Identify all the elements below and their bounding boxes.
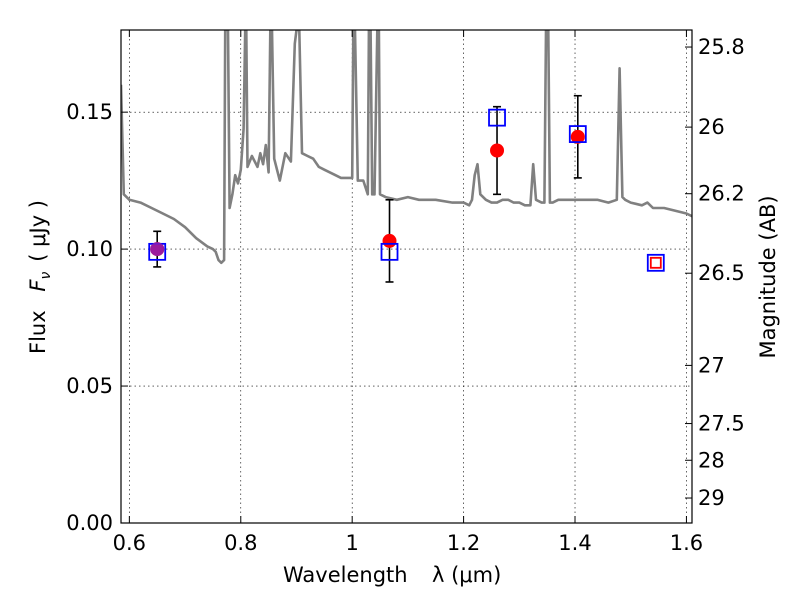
x-axis-symbol: λ (μm)	[432, 563, 501, 587]
y-tick-label: 0.10	[66, 237, 113, 261]
model-spectrum-line	[121, 30, 692, 265]
y2-tick-label: 25.8	[698, 35, 745, 59]
y2-axis-label: Magnitude (AB)	[756, 195, 780, 358]
x-axis-label: Wavelength	[283, 563, 408, 587]
y2-tick-label: 27.5	[698, 412, 745, 436]
y2-tick-label: 27	[698, 353, 725, 377]
model-flux-square	[488, 108, 506, 127]
y-axis-label-symbol: F	[26, 279, 50, 292]
model-flux-inner-square	[649, 256, 662, 269]
observed-flux-point	[570, 129, 585, 144]
x-tick-label: 1.6	[670, 531, 703, 555]
x-tick-label: 1	[345, 531, 358, 555]
y-axis-label: Flux Fν ( μJy )	[26, 200, 54, 354]
y2-tick-label: 26.5	[698, 261, 745, 285]
x-tick-label: 0.8	[224, 531, 257, 555]
svg-text:Magnitude (AB): Magnitude (AB)	[756, 195, 780, 358]
y-tick-label: 0.05	[66, 374, 113, 398]
observed-flux-point	[490, 143, 505, 158]
y-tick-label: 0.00	[66, 511, 113, 535]
y2-tick-label: 29	[698, 486, 725, 510]
plot-area	[121, 30, 692, 283]
y-tick-label: 0.15	[66, 100, 113, 124]
observed-flux-point	[382, 233, 397, 248]
y-axis-label-unit: ( μJy )	[26, 200, 50, 262]
model-flux-square	[380, 242, 399, 261]
x-tick-label: 1.4	[558, 531, 591, 555]
model-flux-square	[646, 253, 665, 272]
svg-text:Flux Fν( μJy ): Flux Fν ( μJy )	[26, 200, 54, 354]
axes: 0.6 0.8 1 1.2 1.4 1.6 0.00 0.05 0.10 0.15 25.8 26 26…	[66, 30, 745, 555]
overlap-flux-point	[150, 242, 165, 257]
x-tick-label: 1.2	[447, 531, 480, 555]
model-flux-square	[568, 125, 587, 143]
x-tick-label: 0.6	[113, 531, 146, 555]
y-axis-label-text: Flux	[26, 310, 50, 354]
y2-tick-label: 28	[698, 448, 725, 472]
y2-tick-label: 26	[698, 115, 725, 139]
plot-frame	[120, 29, 693, 524]
y-axis-label-subscript: ν	[38, 272, 54, 280]
y2-tick-label: 26.2	[698, 182, 745, 206]
